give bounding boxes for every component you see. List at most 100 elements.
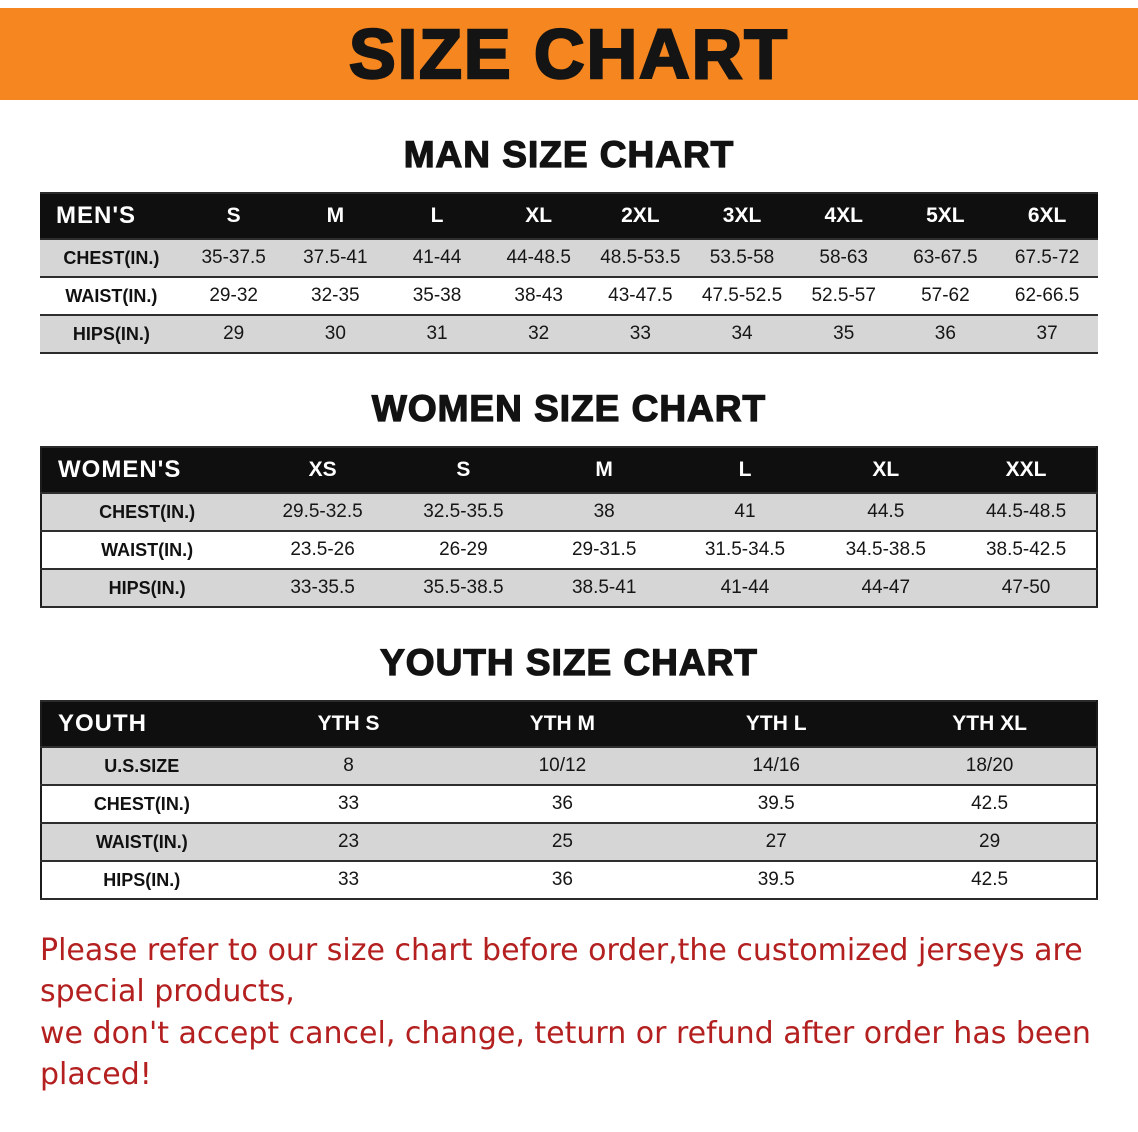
- table-row: HIPS(IN.) 33-35.5 35.5-38.5 38.5-41 41-44 44-…: [41, 569, 1097, 607]
- size-value-cell: 37: [1036, 323, 1058, 344]
- table-row: CHEST(IN.) 33 36 39.5 42.5: [41, 785, 1097, 823]
- row-label-cell: WAIST(IN.): [65, 285, 158, 306]
- table-header-row: MEN'S S M L XL 2XL 3XL 4XL 5XL 6XL: [40, 193, 1098, 239]
- size-value-cell: 38.5-42.5: [985, 539, 1067, 560]
- size-value-cell: 47-50: [1001, 577, 1051, 598]
- row-label-cell: U.S.SIZE: [104, 755, 180, 776]
- table-row: HIPS(IN.) 29 30 31 32 33 34 35 36 37: [40, 315, 1098, 353]
- row-label-cell: HIPS(IN.): [72, 323, 150, 344]
- youth-chart-heading: YOUTH SIZE CHART: [379, 641, 758, 683]
- note-line-1: Please refer to our size chart before or…: [40, 933, 1083, 1010]
- size-value-cell: 36: [934, 323, 956, 344]
- row-label-cell: CHEST(IN.): [93, 793, 190, 814]
- size-value-cell: 35.5-38.5: [423, 577, 504, 598]
- mens-size-table: MEN'S S M L XL 2XL 3XL 4XL 5XL 6XL CHEST(IN.) 35-37…: [40, 192, 1098, 354]
- size-header-cell: L: [674, 447, 816, 493]
- table-header-row: WOMEN'S XS S M L XL XXL: [41, 447, 1097, 493]
- size-value-cell: 33: [337, 869, 360, 890]
- womens-size-chart-section: WOMEN SIZE CHART WOMEN'S XS S M L XL XXL CHEST(…: [0, 387, 1138, 608]
- size-value-cell: 36: [551, 869, 573, 890]
- page-title: SIZE CHART: [348, 14, 789, 95]
- size-value-cell: 43-47.5: [608, 285, 673, 306]
- size-value-cell: 8: [343, 755, 354, 776]
- size-value-cell: 35-37.5: [201, 247, 266, 268]
- size-value-cell: 33: [337, 793, 360, 814]
- order-note: Please refer to our size chart before or…: [40, 930, 1138, 1096]
- size-header-cell: YTH L: [669, 701, 884, 747]
- mens-size-chart-section: MAN SIZE CHART MEN'S S M L XL 2XL 3XL 4XL 5XL 6XL…: [0, 133, 1138, 354]
- size-value-cell: 29: [223, 323, 245, 344]
- size-value-cell: 35: [833, 323, 855, 344]
- table-title-cell: YOUTH: [41, 701, 242, 747]
- size-header-cell: M: [533, 447, 675, 493]
- size-value-cell: 33-35.5: [290, 577, 355, 598]
- size-header-cell: L: [386, 193, 488, 239]
- size-value-cell: 63-67.5: [913, 247, 978, 268]
- size-value-cell: 48.5-53.5: [600, 247, 681, 268]
- table-title-cell: MEN'S: [40, 193, 183, 239]
- womens-chart-heading: WOMEN SIZE CHART: [371, 387, 767, 429]
- table-row: WAIST(IN.) 23 25 27 29: [41, 823, 1097, 861]
- size-value-cell: 41-44: [720, 577, 770, 598]
- size-header-cell: 3XL: [691, 193, 793, 239]
- size-value-cell: 47.5-52.5: [701, 285, 783, 306]
- size-value-cell: 41-44: [412, 247, 462, 268]
- size-value-cell: 38: [593, 501, 615, 522]
- size-value-cell: 32-35: [311, 285, 360, 306]
- banner: SIZE CHART: [0, 8, 1138, 100]
- size-value-cell: 44.5: [867, 501, 905, 522]
- size-header-cell: S: [182, 193, 285, 239]
- size-header-cell: XS: [252, 447, 393, 493]
- size-value-cell: 29-32: [209, 285, 258, 306]
- size-value-cell: 31: [426, 323, 448, 344]
- youth-size-table: YOUTH YTH S YTH M YTH L YTH XL U.S.SIZE 8 10/12…: [40, 700, 1098, 900]
- mens-chart-heading: MAN SIZE CHART: [403, 133, 735, 175]
- size-value-cell: 10/12: [538, 755, 587, 776]
- size-value-cell: 42.5: [971, 793, 1009, 814]
- size-value-cell: 53.5-58: [709, 247, 775, 268]
- size-value-cell: 32.5-35.5: [423, 501, 504, 522]
- size-value-cell: 23.5-26: [290, 539, 355, 560]
- table-header-row: YOUTH YTH S YTH M YTH L YTH XL: [41, 701, 1097, 747]
- size-value-cell: 27: [765, 831, 787, 852]
- size-value-cell: 44-47: [861, 577, 911, 598]
- table-row: WAIST(IN.) 23.5-26 26-29 29-31.5 31.5-34.5 34…: [41, 531, 1097, 569]
- size-value-cell: 29.5-32.5: [282, 501, 363, 522]
- table-title-cell: WOMEN'S: [41, 447, 253, 493]
- size-value-cell: 52.5-57: [811, 285, 876, 306]
- table-row: CHEST(IN.) 29.5-32.5 32.5-35.5 38 41 44.5 44.5…: [41, 493, 1097, 531]
- womens-size-table: WOMEN'S XS S M L XL XXL CHEST(IN.) 29.5-32.5 32.5…: [40, 446, 1098, 608]
- size-value-cell: 31.5-34.5: [704, 539, 786, 560]
- size-header-cell: S: [392, 447, 534, 493]
- size-value-cell: 57-62: [921, 285, 970, 306]
- size-value-cell: 34: [731, 323, 753, 344]
- size-header-cell: YTH S: [241, 701, 456, 747]
- size-header-cell: M: [284, 193, 387, 239]
- size-value-cell: 33: [629, 323, 651, 344]
- size-value-cell: 29: [979, 831, 1001, 852]
- size-value-cell: 38-43: [514, 285, 563, 306]
- size-header-cell: YTH M: [455, 701, 670, 747]
- size-value-cell: 14/16: [752, 755, 800, 776]
- note-line-2: we don't accept cancel, change, teturn o…: [40, 1015, 1091, 1093]
- size-value-cell: 44.5-48.5: [985, 501, 1067, 522]
- table-row: WAIST(IN.) 29-32 32-35 35-38 38-43 43-47.5 47.…: [40, 277, 1098, 315]
- size-header-cell: 6XL: [996, 193, 1098, 239]
- size-value-cell: 35-38: [412, 285, 462, 306]
- size-value-cell: 44-48.5: [506, 247, 571, 268]
- size-header-cell: 2XL: [589, 193, 692, 239]
- size-value-cell: 26-29: [439, 539, 488, 560]
- size-header-cell: 5XL: [894, 193, 997, 239]
- size-value-cell: 30: [324, 323, 346, 344]
- table-row: U.S.SIZE 8 10/12 14/16 18/20: [41, 747, 1097, 785]
- size-header-cell: YTH XL: [883, 701, 1097, 747]
- table-row: CHEST(IN.) 35-37.5 37.5-41 41-44 44-48.5 48.5…: [40, 239, 1098, 277]
- size-value-cell: 39.5: [757, 869, 795, 890]
- size-value-cell: 32: [528, 323, 550, 344]
- size-header-cell: XXL: [956, 447, 1097, 493]
- size-value-cell: 23: [337, 831, 360, 852]
- youth-size-chart-section: YOUTH SIZE CHART YOUTH YTH S YTH M YTH L YTH…: [0, 641, 1138, 900]
- size-value-cell: 36: [551, 793, 573, 814]
- row-label-cell: HIPS(IN.): [103, 869, 181, 890]
